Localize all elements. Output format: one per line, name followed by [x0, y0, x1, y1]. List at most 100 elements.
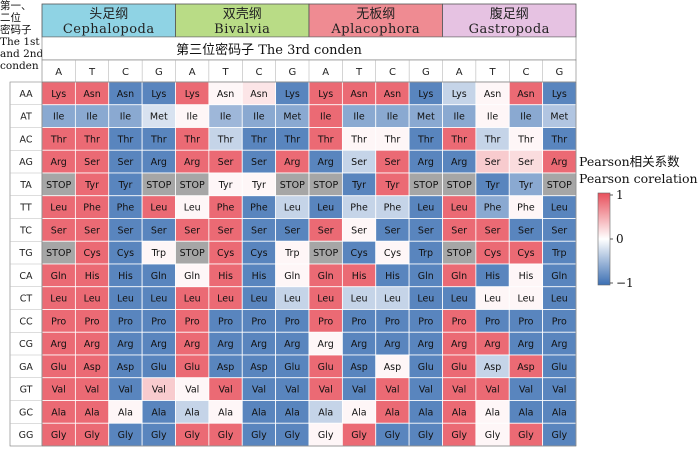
cell-label: Leu	[551, 294, 568, 305]
column-header: G	[288, 67, 296, 78]
cell-label: Phe	[484, 203, 502, 214]
cell-label: Leu	[351, 294, 368, 305]
cell-label: Arg	[384, 339, 400, 350]
column-header: C	[389, 67, 396, 78]
cell-label: Arg	[451, 157, 467, 168]
cell-label: Gly	[218, 430, 234, 441]
row-axis-label-line: The 1st	[0, 36, 40, 48]
cell-label: Gly	[151, 430, 167, 441]
cell-label: Val	[185, 385, 199, 396]
cell-label: Ser	[218, 157, 234, 168]
cell-label: Ile	[520, 112, 531, 123]
cell-label: Tyr	[118, 180, 133, 191]
cell-label: Glu	[151, 362, 167, 373]
cell-label: Ala	[452, 407, 467, 418]
cell-label: STOP	[46, 248, 71, 259]
cell-label: Ser	[451, 225, 467, 236]
cell-label: Leu	[117, 294, 134, 305]
cell-label: Ala	[352, 407, 367, 418]
cell-label: Tyr	[251, 180, 266, 191]
cell-label: Tyr	[84, 180, 99, 191]
cell-label: Met	[283, 112, 301, 123]
cell-label: Gly	[285, 430, 301, 441]
cell-label: Thr	[183, 134, 200, 145]
cell-label: Ala	[385, 407, 400, 418]
cell-label: Gly	[451, 430, 467, 441]
cell-label: Gly	[418, 430, 434, 441]
cell-label: Asp	[250, 362, 267, 373]
cell-label: Ala	[552, 407, 567, 418]
cell-label: Ala	[251, 407, 266, 418]
cell-label: Pro	[85, 316, 100, 327]
cell-label: Thr	[417, 134, 434, 145]
cell-label: Gln	[51, 271, 67, 282]
cell-label: His	[118, 271, 133, 282]
cell-label: Ser	[318, 225, 334, 236]
column-header: A	[456, 67, 463, 78]
cell-label: Val	[85, 385, 99, 396]
row-label: GA	[19, 362, 33, 373]
cell-label: Tyr	[518, 180, 533, 191]
group-header	[175, 3, 310, 38]
cell-label: Thr	[384, 134, 401, 145]
legend-title-en: Pearson corelation	[579, 171, 698, 186]
cell-label: Ala	[118, 407, 133, 418]
cell-label: Trp	[284, 248, 299, 259]
row-label: AT	[20, 112, 32, 123]
cell-label: Leu	[317, 203, 334, 214]
cell-label: Arg	[318, 339, 334, 350]
cell-label: Ala	[485, 407, 500, 418]
cell-label: Asn	[350, 89, 367, 100]
cell-label: Arg	[284, 157, 300, 168]
cell-label: Tyr	[218, 180, 233, 191]
cell-label: Lys	[318, 89, 333, 100]
cell-label: Asn	[384, 89, 401, 100]
group-name-cn: 头足纲	[89, 7, 128, 22]
cell-label: Ile	[53, 112, 64, 123]
cell-label: STOP	[447, 248, 472, 259]
row-axis-label-line: 密码子	[0, 24, 32, 36]
cell-label: Ile	[454, 112, 465, 123]
cell-label: Asn	[83, 89, 100, 100]
cell-label: Thr	[217, 134, 234, 145]
cell-label: Leu	[451, 294, 468, 305]
row-label: AA	[19, 89, 33, 100]
cell-label: Glu	[184, 362, 200, 373]
cell-label: Val	[218, 385, 232, 396]
cell-label: STOP	[447, 180, 472, 191]
cell-label: Arg	[351, 339, 367, 350]
cell-label: Pro	[51, 316, 66, 327]
cell-label: Thr	[350, 134, 367, 145]
cell-label: Glu	[318, 362, 334, 373]
row-label: GC	[19, 407, 33, 418]
cell-label: Ser	[351, 157, 367, 168]
cell-label: Leu	[150, 203, 167, 214]
cell-label: Lys	[552, 89, 567, 100]
cell-label: Ile	[320, 112, 331, 123]
row-label: GG	[19, 430, 34, 441]
cell-label: Phe	[250, 203, 268, 214]
cell-label: Leu	[150, 294, 167, 305]
cell-label: Leu	[50, 294, 67, 305]
cell-label: Cys	[384, 248, 401, 259]
cell-label: Ala	[518, 407, 533, 418]
cell-label: Pro	[218, 316, 233, 327]
cell-label: STOP	[280, 180, 305, 191]
cell-label: His	[252, 271, 267, 282]
column-header: T	[88, 67, 96, 78]
cell-label: Ser	[184, 225, 200, 236]
cell-label: Gly	[351, 430, 367, 441]
group-name-en: Gastropoda	[469, 22, 550, 37]
cell-label: Pro	[251, 316, 266, 327]
cell-label: Leu	[484, 294, 501, 305]
cell-label: STOP	[413, 180, 438, 191]
group-name-cn: 无板纲	[356, 7, 395, 22]
column-header: A	[189, 67, 196, 78]
cell-label: Ser	[151, 225, 167, 236]
cell-label: Ser	[118, 157, 134, 168]
row-label: TT	[19, 203, 32, 214]
cell-label: His	[352, 271, 367, 282]
cell-label: Ile	[187, 112, 198, 123]
cell-label: STOP	[180, 248, 205, 259]
